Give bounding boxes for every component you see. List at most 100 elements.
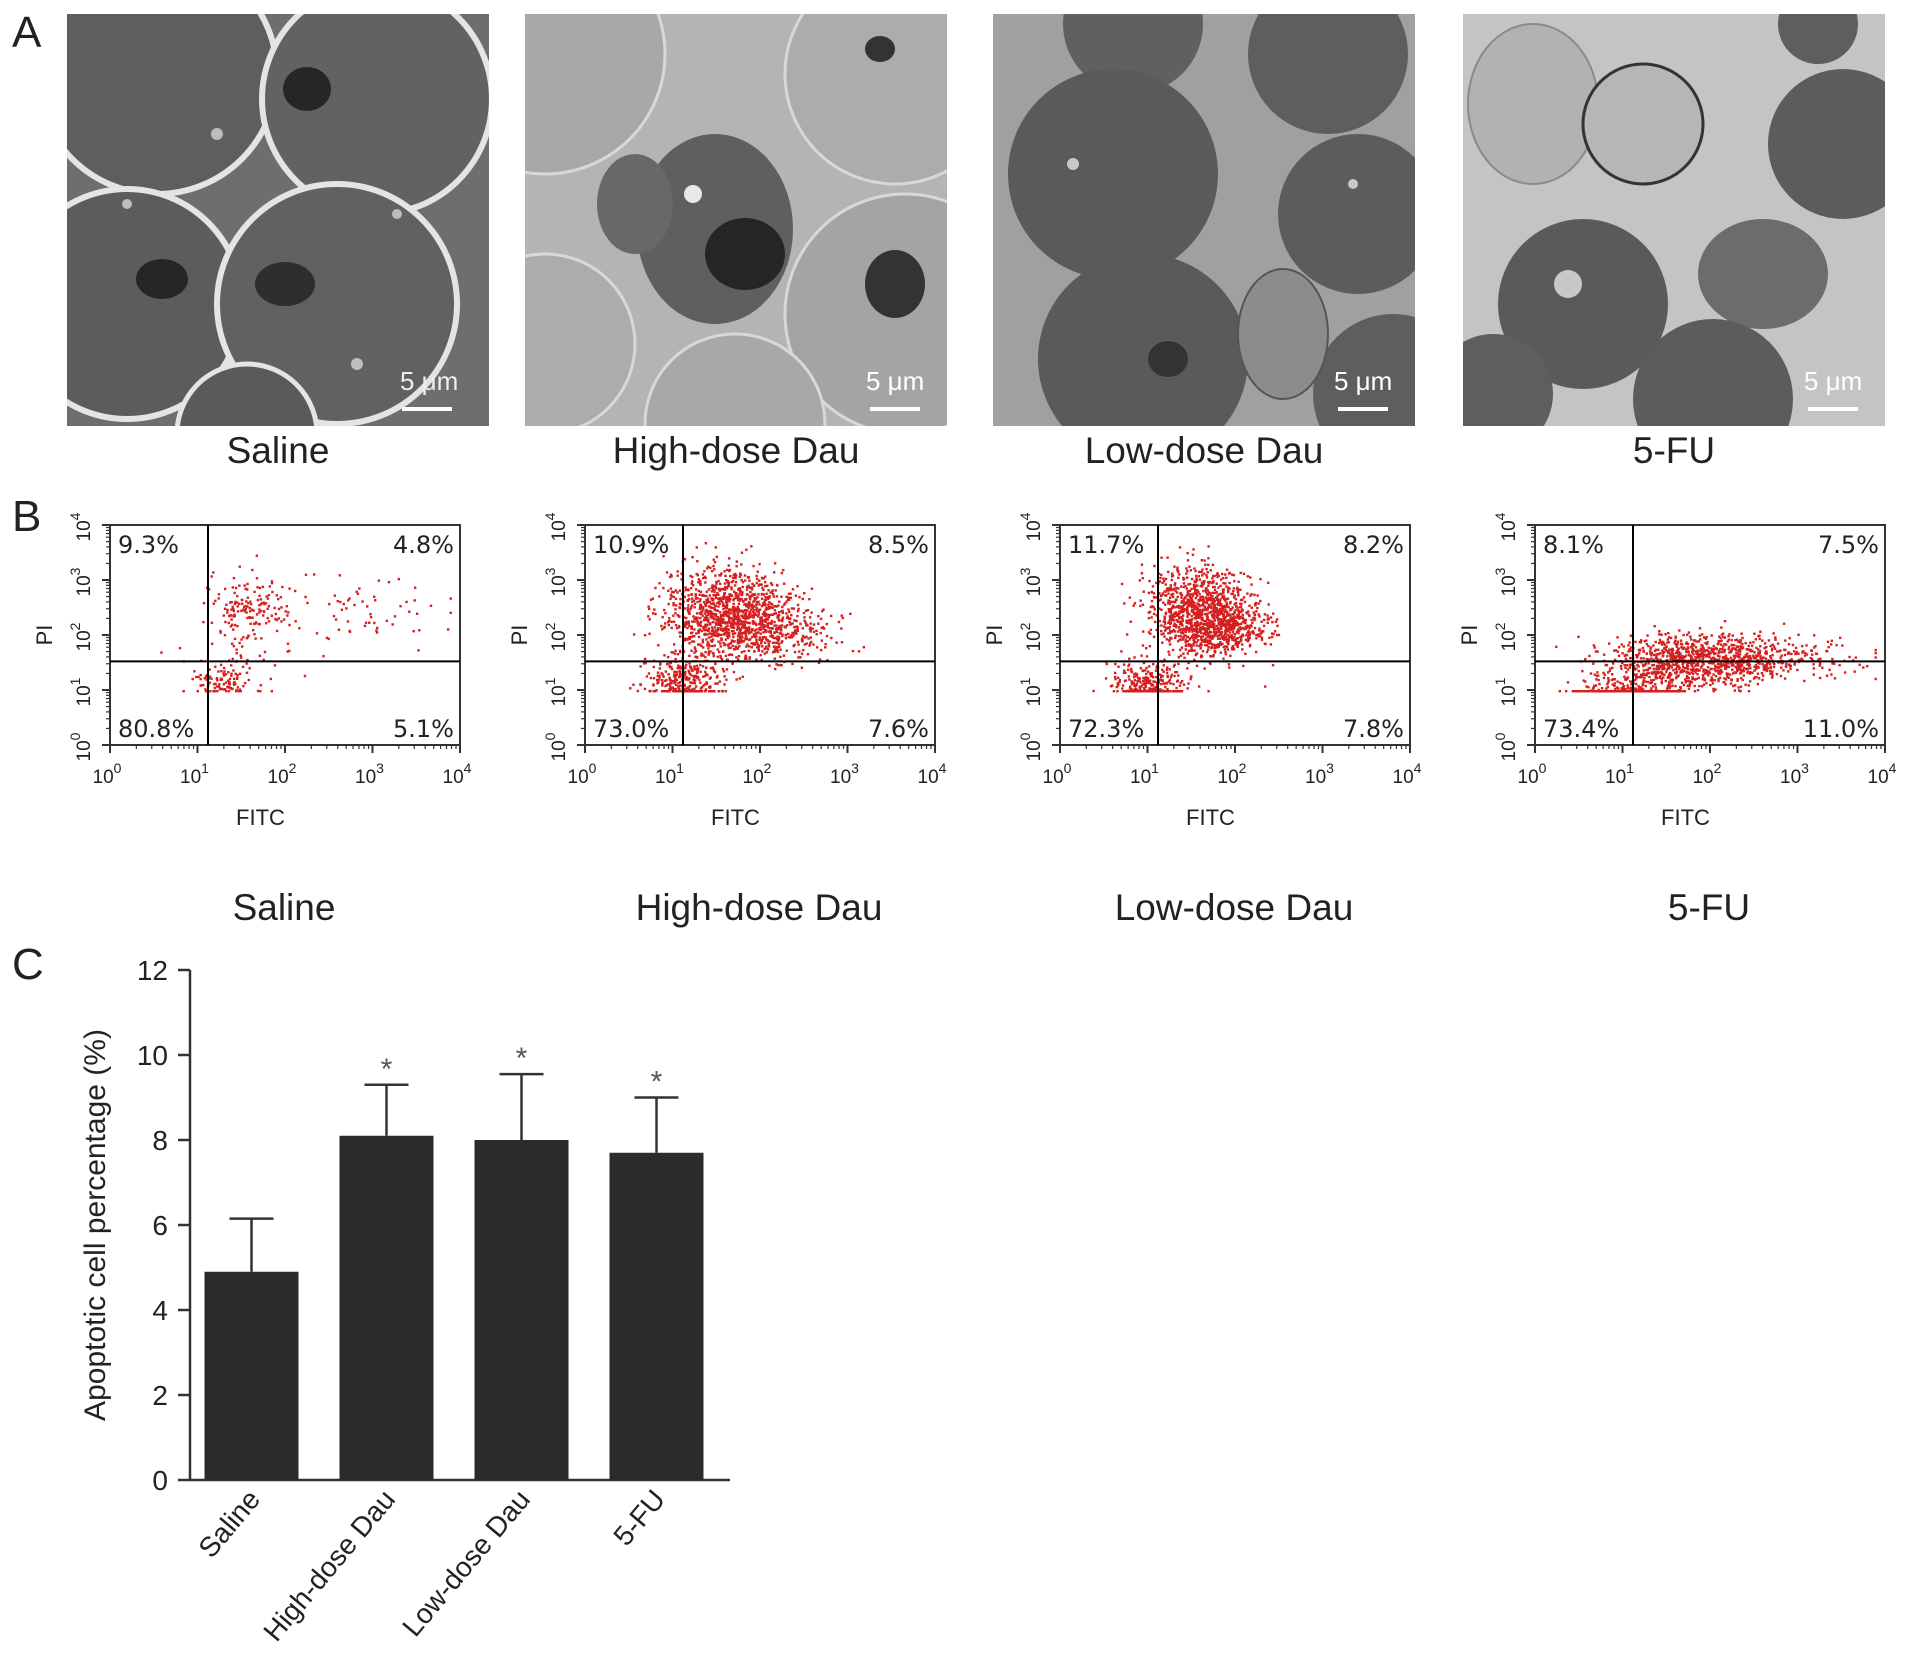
quadrant-lower-left: 73.4% (1543, 715, 1619, 743)
x-tick-label: 102 (743, 760, 772, 788)
quadrant-upper-right: 7.5% (1818, 531, 1879, 559)
quadrant-lower-right: 7.8% (1343, 715, 1404, 743)
y-axis-label: PI (507, 625, 532, 646)
quadrant-upper-right: 8.2% (1343, 531, 1404, 559)
y-tick-label: 101 (1492, 677, 1520, 706)
flow-plot-5-fu: 100 100 101 101 102 102 103 103 104 104 FITC PI 8.1%… (1445, 505, 1897, 850)
micrograph-caption: High-dose Dau (612, 430, 860, 471)
x-tick-label: 104 (1868, 760, 1897, 788)
scale-bar-label: 5 μm (400, 366, 459, 396)
significance-marker: * (381, 1053, 393, 1086)
micrograph-low-dose-dau (993, 14, 1415, 426)
y-tick-label: 104 (1492, 512, 1520, 541)
bar (474, 1140, 569, 1480)
x-tick-label: 5-FU (607, 1484, 671, 1552)
y-tick-label: 102 (67, 622, 95, 651)
x-tick-label: 100 (93, 760, 122, 788)
quadrant-lower-right: 11.0% (1803, 715, 1879, 743)
y-axis-label: PI (982, 625, 1007, 646)
quadrant-lower-left: 72.3% (1068, 715, 1144, 743)
quadrant-upper-left: 11.7% (1068, 531, 1144, 559)
y-axis-label: PI (32, 625, 57, 646)
x-tick-label: 102 (1218, 760, 1247, 788)
micrograph-caption: 5-FU (1632, 430, 1716, 471)
x-tick-label: 100 (568, 760, 597, 788)
x-tick-label: 103 (355, 760, 384, 788)
y-tick-label: 6 (152, 1210, 168, 1241)
scale-bar-label: 5 μm (1804, 366, 1863, 396)
x-tick-label: 101 (1605, 760, 1634, 788)
y-tick-label: 101 (67, 677, 95, 706)
x-tick-label: Low-dose Dau (396, 1484, 536, 1642)
y-tick-label: 0 (152, 1465, 168, 1496)
y-tick-label: 103 (67, 567, 95, 596)
y-tick-label: 100 (67, 732, 95, 761)
x-axis-label: FITC (236, 805, 285, 830)
y-tick-label: 102 (1492, 622, 1520, 651)
flow-plot-saline: 100 100 101 101 102 102 103 103 104 104 FITC PI 9.3%… (20, 505, 472, 850)
y-tick-label: 100 (1492, 732, 1520, 761)
y-axis-label: PI (1457, 625, 1482, 646)
x-axis-label: FITC (1661, 805, 1710, 830)
x-tick-label: 100 (1518, 760, 1547, 788)
x-tick-label: 101 (1130, 760, 1159, 788)
micrograph-caption: Saline (226, 430, 330, 471)
micrograph-5-fu (1463, 14, 1885, 426)
y-tick-label: 100 (542, 732, 570, 761)
quadrant-lower-left: 80.8% (118, 715, 194, 743)
bar (339, 1135, 434, 1480)
x-tick-label: Saline (192, 1484, 266, 1564)
y-tick-label: 102 (1017, 622, 1045, 651)
bar (609, 1152, 704, 1480)
event-dots (629, 542, 866, 693)
x-tick-label: 104 (443, 760, 472, 788)
flow-plot-low-dose-dau: 100 100 101 101 102 102 103 103 104 104 FITC PI 11.7… (970, 505, 1422, 850)
quadrant-lower-right: 7.6% (868, 715, 929, 743)
quadrant-upper-right: 4.8% (393, 531, 454, 559)
scale-bar-label: 5 μm (1334, 366, 1393, 396)
flow-plot-high-dose-dau: 100 100 101 101 102 102 103 103 104 104 FITC PI 10.9… (495, 505, 947, 850)
x-tick-label: 102 (268, 760, 297, 788)
quadrant-upper-left: 9.3% (118, 531, 179, 559)
y-tick-label: 12 (137, 955, 168, 986)
x-tick-label: 103 (1780, 760, 1809, 788)
panel-label-b: B (12, 492, 42, 541)
x-tick-label: High-dose Dau (257, 1484, 401, 1647)
significance-marker: * (651, 1066, 663, 1099)
micrograph-caption: Low-dose Dau (1084, 430, 1324, 471)
y-tick-label: 101 (1017, 677, 1045, 706)
scale-bar-label: 5 μm (866, 366, 925, 396)
micrograph-high-dose-dau (525, 14, 947, 426)
event-dots (160, 554, 452, 693)
y-tick-label: 102 (542, 622, 570, 651)
y-tick-label: 104 (542, 512, 570, 541)
y-tick-label: 104 (67, 512, 95, 541)
flow-caption: Saline (232, 887, 336, 928)
event-dots (1092, 545, 1281, 693)
y-tick-label: 2 (152, 1380, 168, 1411)
event-dots (1555, 620, 1877, 693)
y-tick-label: 103 (542, 567, 570, 596)
significance-marker: * (516, 1042, 528, 1075)
y-tick-label: 104 (1017, 512, 1045, 541)
quadrant-upper-right: 8.5% (868, 531, 929, 559)
quadrant-upper-left: 8.1% (1543, 531, 1604, 559)
apoptosis-bar-chart: 0 2 4 6 8 10 12 Apoptotic cell percentage (%) Sa… (40, 945, 800, 1665)
x-tick-label: 100 (1043, 760, 1072, 788)
y-tick-label: 10 (137, 1040, 168, 1071)
y-axis-label: Apoptotic cell percentage (%) (79, 1029, 112, 1421)
flow-caption: Low-dose Dau (1114, 887, 1354, 928)
y-tick-label: 103 (1017, 567, 1045, 596)
y-tick-label: 101 (542, 677, 570, 706)
quadrant-lower-right: 5.1% (393, 715, 454, 743)
panel-label-c: C (12, 940, 44, 989)
micrograph-saline (67, 14, 489, 426)
y-tick-label: 4 (152, 1295, 168, 1326)
x-tick-label: 101 (180, 760, 209, 788)
x-tick-label: 104 (918, 760, 947, 788)
y-tick-label: 103 (1492, 567, 1520, 596)
x-axis-label: FITC (1186, 805, 1235, 830)
y-tick-label: 8 (152, 1125, 168, 1156)
quadrant-upper-left: 10.9% (593, 531, 669, 559)
x-tick-label: 104 (1393, 760, 1422, 788)
